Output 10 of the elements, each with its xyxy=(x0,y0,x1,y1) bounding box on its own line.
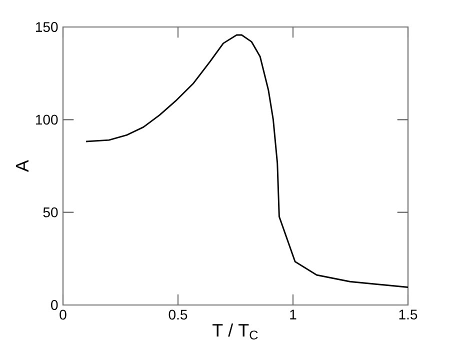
y-tick-label: 50 xyxy=(43,207,58,218)
y-tick-label: 100 xyxy=(36,114,58,125)
x-axis-title: T / T$_{C}$ xyxy=(212,323,258,340)
x-tick-label: 1 xyxy=(290,310,296,320)
x-tick-label: 0.5 xyxy=(168,310,188,320)
y-tick-label: 0 xyxy=(51,300,58,310)
x-tick-label: 1.5 xyxy=(399,310,418,320)
x-tick-label: 0 xyxy=(60,310,66,320)
y-axis-title: A xyxy=(16,160,28,172)
y-tick-label: 150 xyxy=(36,22,58,32)
